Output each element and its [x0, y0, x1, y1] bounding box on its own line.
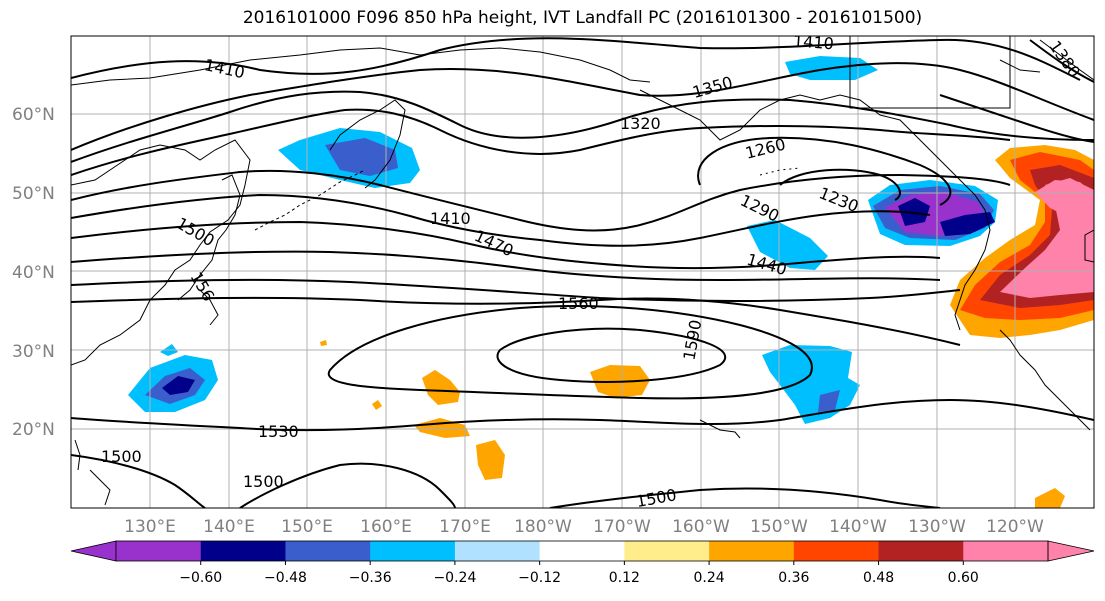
- lat-label: 20°N: [12, 420, 55, 440]
- colorbar-segment: [709, 541, 795, 561]
- colorbar-outline: [115, 540, 1049, 562]
- lon-label: 170°E: [439, 517, 491, 537]
- colorbar-tick-label: −0.12: [518, 570, 561, 586]
- colorbar-tick-label: −0.60: [179, 570, 222, 586]
- contour-label: 1320: [620, 114, 661, 133]
- colorbar-segment: [963, 541, 1049, 561]
- lon-label: 150°E: [281, 517, 333, 537]
- contour-label: 1410: [430, 209, 471, 228]
- kuril-islands: [254, 169, 366, 231]
- contour-label: 1500: [101, 447, 142, 466]
- border-line: [849, 36, 1011, 109]
- colorbar-tick-label: −0.36: [349, 570, 392, 586]
- colorbar-extend-high: [1047, 540, 1095, 562]
- colorbar-segment: [624, 541, 710, 561]
- colorbar-tick-label: 0.36: [778, 570, 809, 586]
- height-contours: [71, 37, 1094, 508]
- colorbar-tick-label: 0.60: [948, 570, 979, 586]
- colorbar-segment: [539, 541, 625, 561]
- contour-label: 1410: [792, 31, 834, 53]
- colorbar-tick-label: 0.12: [609, 570, 640, 586]
- colorbar-tick-label: 0.24: [694, 570, 725, 586]
- lon-label: 120°W: [986, 517, 1044, 537]
- colorbar-extend-low: [70, 540, 117, 562]
- lat-label: 30°N: [12, 342, 55, 362]
- lon-label: 140°E: [203, 517, 255, 537]
- lat-label: 50°N: [12, 184, 55, 204]
- lon-label: 180°W: [514, 517, 572, 537]
- lon-label: 170°W: [593, 517, 651, 537]
- colorbar-segment: [793, 541, 880, 561]
- colorbar-segment: [285, 541, 371, 561]
- colorbar-tick-label: 0.48: [863, 570, 894, 586]
- colorbar-segment: [200, 541, 286, 561]
- contour-label: 1560: [558, 294, 599, 313]
- colorbar-tick-label: −0.24: [433, 570, 476, 586]
- colorbar-tick-label: −0.48: [264, 570, 307, 586]
- map-border: [70, 35, 1095, 509]
- longitude-labels: 130°E 140°E 150°E 160°E 170°E 180°W 170°…: [124, 517, 1044, 537]
- latitude-labels: 60°N 50°N 40°N 30°N 20°N: [12, 105, 55, 440]
- colorbar-segment: [878, 541, 964, 561]
- lon-label: 140°W: [829, 517, 887, 537]
- contour-label: 1500: [243, 472, 284, 491]
- map-frame: [71, 36, 1094, 508]
- lon-label: 160°W: [672, 517, 730, 537]
- lon-label: 150°W: [750, 517, 808, 537]
- map-title: 2016101000 F096 850 hPa height, IVT Land…: [242, 8, 923, 28]
- colorbar: −0.60 −0.48 −0.36 −0.24 −0.12 0.12 0.24 0.36 0.4…: [70, 540, 1095, 586]
- contour-label: 1530: [258, 422, 299, 441]
- colorbar-segment: [454, 541, 541, 561]
- coastlines: [71, 39, 1094, 506]
- colorbar-segment: [116, 541, 202, 561]
- lon-label: 160°E: [360, 517, 412, 537]
- aleutian-islands: [759, 167, 801, 176]
- colorbar-segment: [370, 541, 456, 561]
- lon-label: 130°E: [124, 517, 176, 537]
- lon-label: 130°W: [908, 517, 966, 537]
- lat-label: 60°N: [12, 105, 55, 125]
- contour-label: 1500: [635, 485, 678, 511]
- lat-label: 40°N: [12, 263, 55, 283]
